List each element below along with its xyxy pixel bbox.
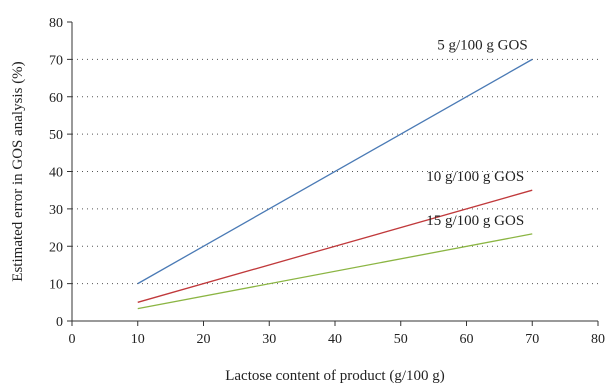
y-tick-label-20: 20: [49, 240, 63, 255]
series-label-2: 10 g/100 g GOS: [426, 169, 524, 185]
x-axis-title: Lactose content of product (g/100 g): [225, 368, 445, 384]
series-label-1: 5 g/100 g GOS: [437, 37, 527, 53]
y-tick-label-80: 80: [49, 16, 63, 31]
axes: 0 10 20 30 40 50 60 70 80 0 10 20 30 40 50 60 70 80: [49, 16, 605, 347]
y-tick-label-70: 70: [49, 53, 63, 68]
x-tick-label-70: 70: [525, 332, 539, 347]
series-labels: 5 g/100 g GOS 10 g/100 g GOS 15 g/100 g GO…: [426, 37, 527, 229]
y-axis-title: Estimated error in GOS analysis (%): [10, 61, 26, 281]
x-tick-label-50: 50: [394, 332, 408, 347]
y-tick-label-50: 50: [49, 128, 63, 143]
series-line-2: [137, 189, 533, 303]
y-tick-label-40: 40: [49, 166, 63, 181]
y-tick-label-60: 60: [49, 91, 63, 106]
y-tick-label-30: 30: [49, 203, 63, 218]
x-tick-label-20: 20: [197, 332, 211, 347]
series-group: [137, 58, 533, 310]
x-tick-label-0: 0: [69, 332, 76, 347]
x-tick-label-40: 40: [328, 332, 342, 347]
y-tick-label-0: 0: [56, 315, 63, 330]
x-tick-label-30: 30: [262, 332, 276, 347]
series-line-1: [137, 58, 533, 285]
x-tick-label-60: 60: [460, 332, 474, 347]
series-label-3: 15 g/100 g GOS: [426, 213, 524, 229]
series-line-3: [137, 233, 533, 310]
x-tick-label-80: 80: [591, 332, 605, 347]
y-tick-label-10: 10: [49, 278, 63, 293]
x-tick-label-10: 10: [131, 332, 145, 347]
